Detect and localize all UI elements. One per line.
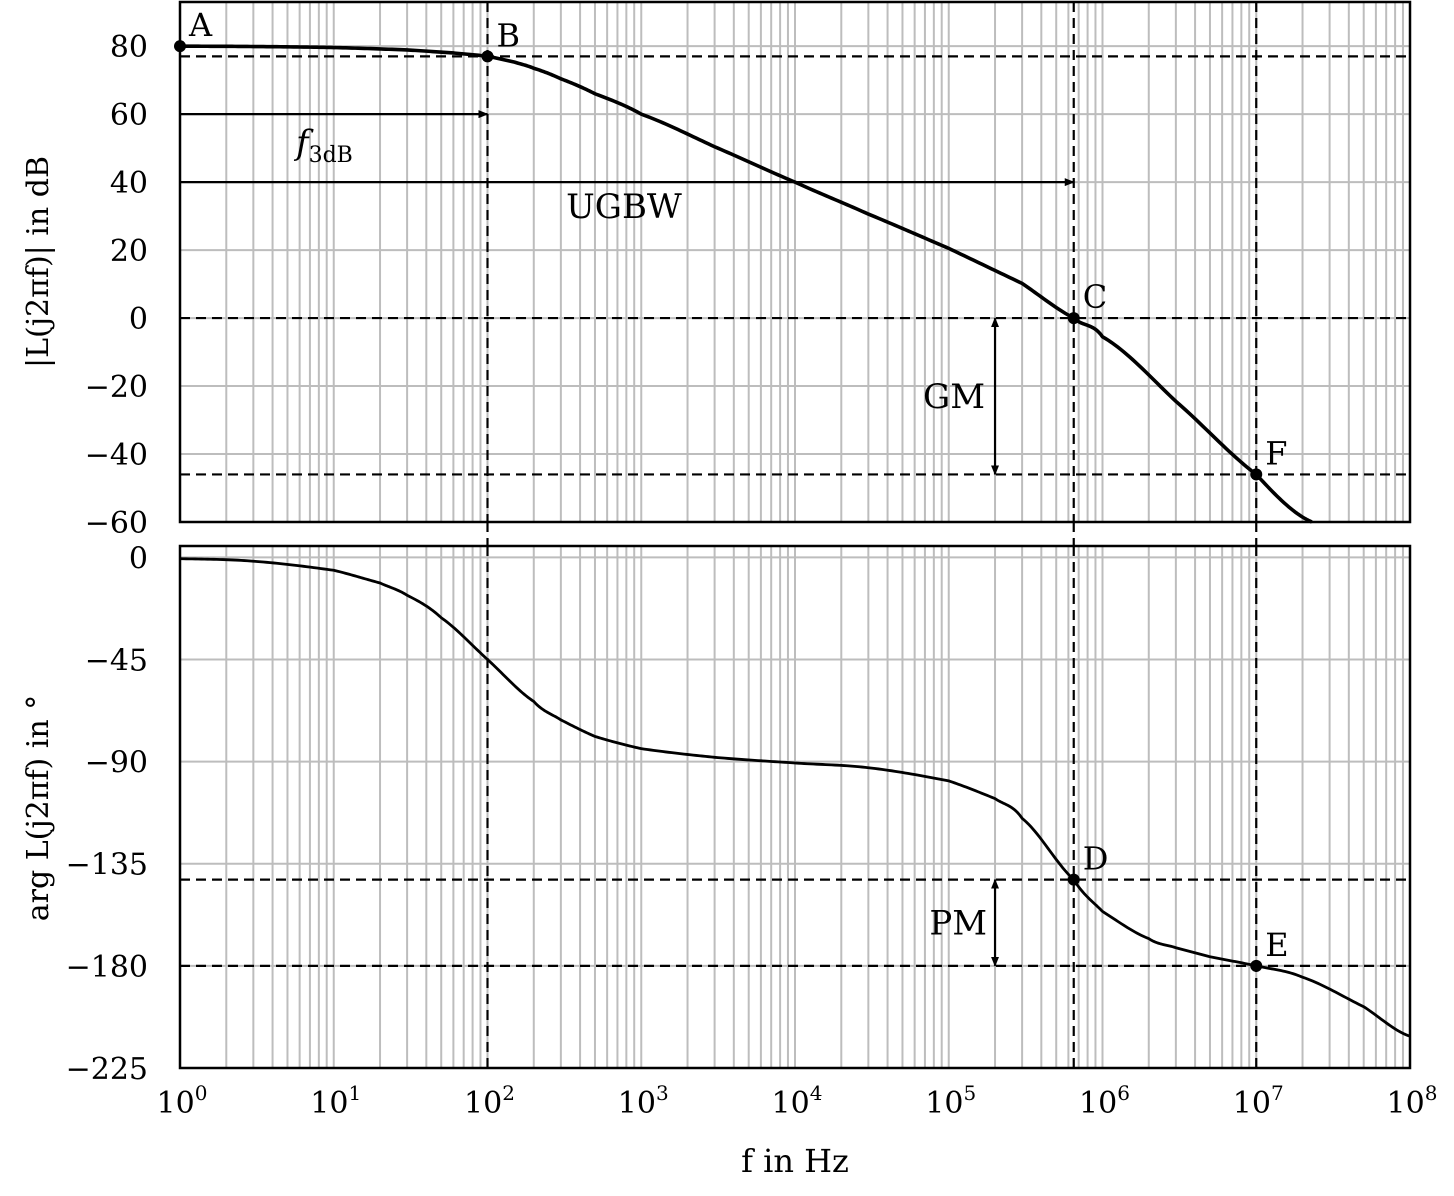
x-tick-label: 102	[464, 1081, 515, 1121]
point-label-f: F	[1265, 434, 1287, 472]
phase-annotations: PM	[929, 878, 1000, 967]
y-tick-label: 40	[110, 166, 148, 201]
point-marker-e	[1250, 959, 1263, 972]
y-tick-label: 0	[129, 302, 148, 337]
y-tick-label: 80	[110, 30, 148, 65]
y-tick-label: −135	[66, 848, 148, 883]
point-label-d: D	[1083, 840, 1109, 878]
y-tick-label: −20	[85, 370, 148, 405]
y-tick-label: 0	[129, 541, 148, 576]
point-marker-f	[1250, 468, 1263, 481]
y-tick-label: −225	[66, 1052, 148, 1087]
y-tick-label: −40	[85, 438, 148, 473]
phase-y-axis-label: arg L(j2πf) in °	[21, 695, 56, 922]
point-label-c: C	[1083, 278, 1107, 316]
x-axis-label: f in Hz	[741, 1142, 849, 1180]
x-tick-label: 103	[618, 1081, 669, 1121]
magnitude-y-tick-labels: 80 60 40 20 0 −20 −40 −60	[85, 30, 148, 541]
x-tick-label: 101	[310, 1081, 361, 1121]
x-tick-label: 105	[925, 1081, 976, 1121]
y-tick-label: 60	[110, 98, 148, 133]
f3db-label: f3dB	[293, 123, 353, 168]
phase-reference-lines	[180, 546, 1410, 1068]
phase-series	[179, 557, 1411, 1038]
x-tick-label: 104	[772, 1081, 823, 1121]
magnitude-grid	[179, 2, 1410, 523]
point-label-e: E	[1265, 926, 1288, 964]
point-label-a: A	[188, 6, 213, 44]
y-tick-label: −60	[85, 506, 148, 541]
magnitude-annotations: f3dB UGBW GM	[180, 110, 1075, 476]
phase-curve	[179, 557, 1411, 1038]
magnitude-curve	[179, 44, 1313, 524]
magnitude-points: A B C F	[174, 6, 1287, 481]
point-marker-d	[1067, 873, 1080, 886]
x-tick-label: 107	[1233, 1081, 1284, 1121]
gm-label: GM	[923, 377, 985, 417]
y-tick-label: 20	[110, 234, 148, 269]
phase-grid	[179, 546, 1410, 1069]
point-marker-b	[481, 50, 494, 63]
y-tick-label: −90	[85, 746, 148, 781]
magnitude-y-axis-label: |L(j2πf)| in dB	[21, 156, 56, 368]
x-tick-labels: 100 101 102 103 104 105 106 107 108	[157, 1081, 1438, 1121]
phase-plot-frame	[178, 544, 1412, 1070]
x-tick-label: 100	[157, 1081, 208, 1121]
y-tick-label: −45	[85, 643, 148, 678]
magnitude-series	[179, 44, 1313, 524]
magnitude-plot-frame	[178, 0, 1412, 524]
magnitude-reference-lines	[180, 2, 1410, 546]
point-marker-c	[1067, 312, 1080, 325]
phase-y-tick-labels: 0 −45 −90 −135 −180 −225	[66, 541, 148, 1087]
phase-points: DE	[1067, 840, 1289, 972]
point-label-b: B	[497, 16, 521, 54]
ugbw-label: UGBW	[566, 187, 682, 227]
y-tick-label: −180	[66, 950, 148, 985]
pm-label: PM	[929, 904, 987, 944]
x-tick-label: 108	[1387, 1081, 1438, 1121]
x-tick-label: 106	[1079, 1081, 1130, 1121]
